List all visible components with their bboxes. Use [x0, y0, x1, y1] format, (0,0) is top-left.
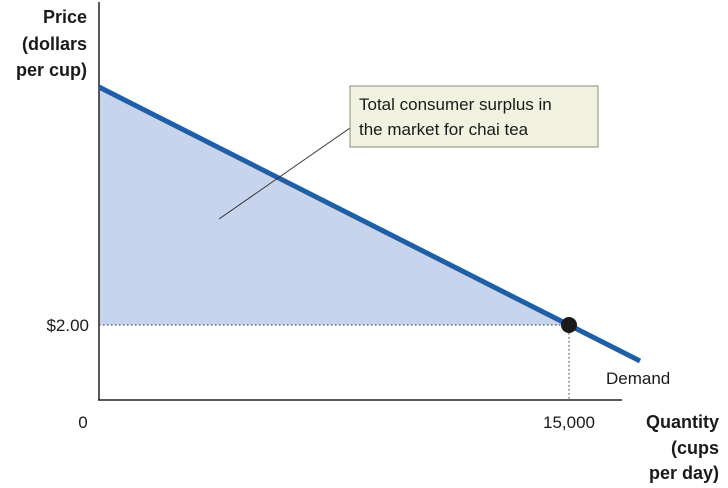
origin-label: 0 [78, 413, 87, 432]
demand-series-label: Demand [606, 369, 670, 388]
annotation-line-2: the market for chai tea [359, 120, 529, 139]
equilibrium-point [561, 317, 577, 333]
annotation-box [349, 85, 599, 148]
x-axis-label-line-3: per day) [649, 463, 719, 483]
annotation-leader [218, 127, 351, 220]
y-axis-label-line-2: (dollars [22, 34, 87, 54]
annotation-line-1: Total consumer surplus in [359, 95, 552, 114]
x-axis-label-line-1: Quantity [646, 412, 719, 432]
x-axis-label-line-2: (cups [671, 438, 719, 458]
y-axis-label-line-1: Price [43, 7, 87, 27]
demand-curve [97, 84, 642, 364]
price-tick-label: $2.00 [46, 316, 89, 335]
y-axis-label-line-3: per cup) [16, 60, 87, 80]
quantity-tick-label: 15,000 [543, 413, 595, 432]
